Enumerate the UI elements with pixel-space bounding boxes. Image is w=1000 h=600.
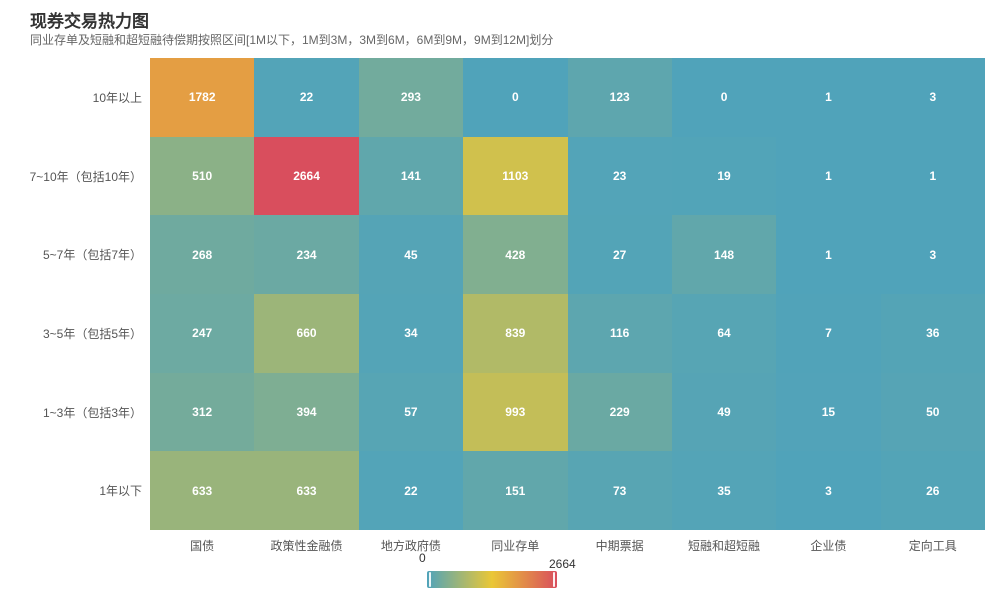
heatmap-cell[interactable]: 247 (150, 293, 255, 373)
visualmap-max-label: 2664 (549, 557, 576, 571)
heatmap-cell[interactable]: 633 (254, 451, 359, 530)
heatmap-cell[interactable]: 19 (671, 136, 777, 216)
heatmap-cell[interactable]: 23 (567, 136, 672, 216)
heatmap-cell[interactable]: 1 (776, 136, 881, 216)
y-axis-label: 1~3年（包括3年） (42, 405, 142, 420)
heatmap-cell[interactable]: 0 (671, 58, 777, 137)
heatmap-cell[interactable]: 1 (880, 136, 985, 216)
heatmap-cell[interactable]: 148 (671, 215, 777, 294)
x-axis-label: 国债 (190, 539, 215, 553)
heatmap-cell[interactable]: 1103 (463, 136, 568, 216)
heatmap-cell[interactable]: 1782 (150, 58, 255, 137)
heatmap-cell[interactable]: 3 (880, 215, 985, 294)
x-axis-label: 企业债 (810, 539, 847, 553)
visualmap-handle-min[interactable] (429, 572, 431, 587)
heatmap-cell[interactable]: 7 (776, 293, 881, 373)
heatmap-cell[interactable]: 428 (463, 215, 568, 294)
heatmap-cell[interactable]: 50 (880, 372, 985, 452)
heatmap-cell[interactable]: 141 (358, 136, 464, 216)
x-axis-label: 短融和超短融 (688, 539, 761, 553)
heatmap-cell[interactable]: 26 (880, 451, 985, 530)
heatmap-cell[interactable]: 116 (567, 293, 672, 373)
heatmap-cell[interactable]: 36 (880, 293, 985, 373)
x-axis: 国债 政策性金融债 地方政府债 同业存单 中期票据 短融和超短融 企业债 定向工具 (150, 537, 985, 554)
heatmap-cell[interactable]: 151 (463, 451, 568, 530)
heatmap-cell[interactable]: 1 (776, 215, 881, 294)
heatmap-cell[interactable]: 123 (567, 58, 672, 137)
y-axis: 10年以上 7~10年（包括10年） 5~7年（包括7年） 3~5年（包括5年） 1~3… (0, 58, 142, 530)
visualmap-handle-max[interactable] (553, 572, 555, 587)
heatmap-cell[interactable]: 0 (463, 58, 568, 137)
heatmap-cell[interactable]: 35 (671, 451, 777, 530)
x-axis-label: 同业存单 (491, 539, 540, 553)
heatmap-cell[interactable]: 49 (671, 372, 777, 452)
heatmap-cell[interactable]: 1 (776, 58, 881, 137)
y-axis-label: 3~5年（包括5年） (42, 326, 142, 341)
heatmap-cell[interactable]: 312 (150, 372, 255, 452)
x-axis-label: 中期票据 (595, 539, 644, 553)
heatmap-grid: 1782 22 293 0 123 0 1 3 510 2664 141 1103 23 19 1 1 268 2… (150, 58, 985, 530)
heatmap-cell[interactable]: 73 (567, 451, 672, 530)
y-axis-label: 5~7年（包括7年） (42, 248, 142, 263)
heatmap-cell[interactable]: 394 (254, 372, 359, 452)
heatmap-cell[interactable]: 268 (150, 215, 255, 294)
heatmap-cell[interactable]: 34 (358, 293, 464, 373)
chart-title: 现券交易热力图 (30, 12, 149, 31)
x-axis-label: 定向工具 (908, 539, 957, 553)
heatmap-cell[interactable]: 234 (254, 215, 359, 294)
heatmap-cell[interactable]: 633 (150, 451, 255, 530)
heatmap-cell[interactable]: 660 (254, 293, 359, 373)
heatmap-cell[interactable]: 22 (358, 451, 464, 530)
heatmap-cell[interactable]: 229 (567, 372, 672, 452)
heatmap-cell[interactable]: 2664 (254, 136, 359, 216)
heatmap-cell[interactable]: 15 (776, 372, 881, 452)
visualmap-gradient-bar[interactable] (427, 571, 557, 588)
y-axis-label: 10年以上 (92, 90, 142, 105)
heatmap-cell[interactable]: 993 (463, 372, 568, 452)
heatmap-cell[interactable]: 293 (358, 58, 464, 137)
heatmap-cell[interactable]: 64 (671, 293, 777, 373)
chart-subtitle: 同业存单及短融和超短融待偿期按照区间[1M以下，1M到3M，3M到6M，6M到9… (30, 33, 554, 47)
heatmap-cell[interactable]: 27 (567, 215, 672, 294)
heatmap-cell[interactable]: 839 (463, 293, 568, 373)
x-axis-label: 地方政府债 (380, 539, 441, 553)
y-axis-label: 7~10年（包括10年） (29, 169, 142, 184)
heatmap-cell[interactable]: 22 (254, 58, 359, 137)
y-axis-label: 1年以下 (99, 484, 142, 499)
x-axis-label: 政策性金融债 (270, 539, 343, 553)
visualmap-min-label: 0 (419, 551, 426, 565)
heatmap-cell[interactable]: 57 (358, 372, 464, 452)
heatmap-cell[interactable]: 510 (150, 136, 255, 216)
heatmap-cell[interactable]: 45 (358, 215, 464, 294)
heatmap-cell[interactable]: 3 (776, 451, 881, 530)
heatmap-cell[interactable]: 3 (880, 58, 985, 137)
